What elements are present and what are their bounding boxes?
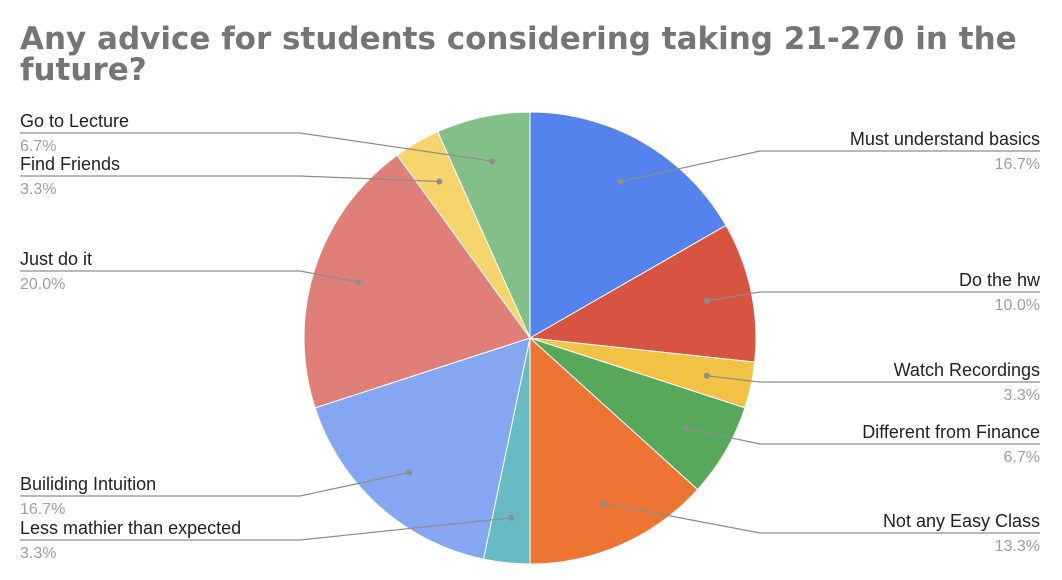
callout-dot	[703, 297, 710, 304]
chart-title: Any advice for students considering taki…	[20, 21, 1017, 88]
callout-different-from-finance: Different from Finance 6.7%	[683, 422, 1040, 466]
callout-dot	[508, 514, 515, 521]
callout-line	[20, 270, 359, 283]
pie-labels: Must understand basics 16.7% Do the hw 10.0…	[20, 111, 1041, 562]
callout-do-the-hw: Do the hw 10.0%	[703, 270, 1041, 314]
callout-line	[686, 428, 1040, 445]
callout-line	[20, 471, 410, 497]
slice-label: Go to Lecture	[20, 111, 129, 131]
callout-not-any-easy-class: Not any Easy Class 13.3%	[600, 500, 1040, 555]
callout-less-mathier-than-expected: Less mathier than expected 3.3%	[20, 514, 515, 562]
pie-slice-just-do-it	[303, 154, 531, 409]
callout-dot	[600, 500, 607, 507]
callout-dot	[703, 372, 710, 379]
slice-percent: 16.7%	[995, 156, 1040, 173]
slice-percent: 10.0%	[995, 297, 1040, 314]
pie-slices	[303, 111, 757, 565]
callout-builiding-intuition: Builiding Intuition 16.7%	[20, 469, 413, 518]
pie-slice-builiding-intuition	[314, 337, 531, 560]
slice-percent: 13.3%	[995, 538, 1040, 555]
callout-dot	[683, 425, 690, 432]
callout-line	[706, 375, 1040, 383]
slice-label: Find Friends	[20, 154, 120, 174]
slice-label: Not any Easy Class	[883, 511, 1040, 531]
pie-slice-go-to-lecture	[436, 111, 531, 339]
callout-line	[603, 502, 1040, 534]
slice-percent: 3.3%	[20, 545, 56, 562]
slice-label: Do the hw	[959, 270, 1041, 290]
slice-percent: 20.0%	[20, 276, 65, 293]
callout-dot	[406, 469, 413, 476]
callout-dot	[489, 158, 496, 165]
slice-label: Builiding Intuition	[20, 474, 156, 494]
slice-label: Watch Recordings	[894, 360, 1040, 380]
callout-just-do-it: Just do it 20.0%	[20, 249, 361, 293]
callout-dot	[355, 279, 361, 286]
callout-dot	[436, 178, 443, 185]
callout-go-to-lecture: Go to Lecture 6.7%	[20, 111, 496, 165]
pie-slice-do-the-hw	[528, 224, 757, 363]
callout-find-friends: Find Friends 3.3%	[20, 154, 443, 198]
slice-percent: 6.7%	[1004, 449, 1040, 466]
callout-watch-recordings: Watch Recordings 3.3%	[703, 360, 1040, 404]
callout-line	[20, 517, 512, 541]
slice-percent: 16.7%	[20, 501, 65, 518]
pie-slice-must-understand-basics	[529, 111, 727, 339]
pie-slice-not-any-easy-class	[529, 336, 699, 565]
slice-label: Just do it	[20, 249, 92, 269]
slice-percent: 3.3%	[20, 181, 56, 198]
slice-label: Less mathier than expected	[20, 518, 241, 538]
slice-percent: 6.7%	[20, 138, 56, 155]
callout-line	[20, 175, 440, 183]
slice-label: Must understand basics	[850, 129, 1040, 149]
callout-must-understand-basics: Must understand basics 16.7%	[617, 129, 1040, 185]
slice-percent: 3.3%	[1004, 387, 1040, 404]
callout-dot	[617, 178, 624, 185]
callout-line	[620, 150, 1040, 183]
callout-line	[706, 291, 1040, 302]
slice-label: Different from Finance	[862, 422, 1040, 442]
callout-line	[20, 132, 493, 162]
